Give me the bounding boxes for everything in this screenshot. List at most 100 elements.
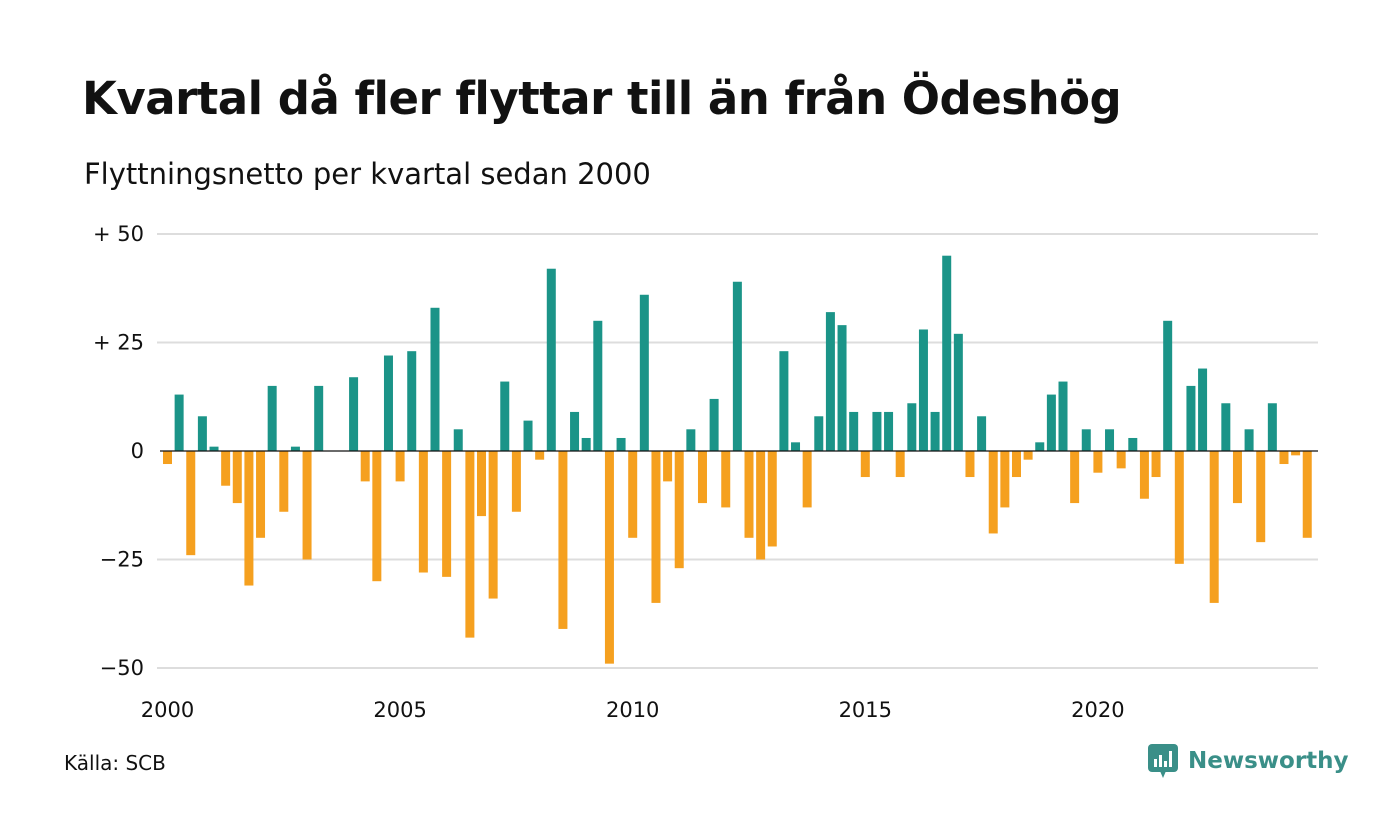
source-note: Källa: SCB: [64, 751, 166, 775]
bar: [825, 312, 835, 451]
bar: [639, 294, 649, 451]
bar: [442, 451, 452, 577]
y-tick-label: + 25: [93, 331, 144, 355]
x-axis-ticks: 2000 2005 2010 2015 2020: [141, 698, 1125, 722]
bar: [372, 451, 382, 582]
bar: [767, 451, 777, 547]
bar: [709, 398, 719, 451]
bar: [988, 451, 998, 534]
bar: [616, 437, 626, 451]
bar: [837, 325, 847, 451]
chart-subtitle: Flyttningsnetto per kvartal sedan 2000: [84, 157, 651, 191]
bar: [884, 411, 894, 451]
bar: [1151, 451, 1161, 478]
bar: [477, 451, 487, 517]
bar: [523, 420, 533, 451]
bar: [197, 416, 207, 451]
bar: [174, 394, 184, 451]
bar: [418, 451, 428, 573]
bar: [535, 451, 545, 460]
bar: [267, 385, 277, 451]
bar: [1279, 451, 1289, 465]
bar: [674, 451, 684, 569]
bar: [779, 351, 789, 451]
bar: [256, 451, 266, 538]
bar: [965, 451, 975, 478]
bar: [1198, 368, 1208, 451]
bar: [872, 411, 882, 451]
y-tick-label: −25: [100, 548, 144, 572]
bar: [977, 416, 987, 451]
bar: [895, 451, 905, 478]
bar: [1186, 385, 1196, 451]
bar: [1291, 451, 1301, 456]
bar: [1023, 451, 1033, 460]
bar: [628, 451, 638, 538]
bar: [395, 451, 405, 482]
bar: [1232, 451, 1242, 504]
x-tick-label: 2005: [373, 698, 426, 722]
bar: [732, 281, 742, 451]
x-tick-label: 2015: [839, 698, 892, 722]
bar: [1128, 437, 1138, 451]
bar: [663, 451, 673, 482]
bar: [1035, 442, 1045, 451]
bar: [407, 351, 417, 451]
bar: [1070, 451, 1080, 504]
bar: [244, 451, 254, 586]
bar: [163, 451, 172, 465]
bar: [546, 268, 556, 451]
chart-bubble-icon: [1148, 744, 1178, 778]
bar: [604, 451, 614, 664]
bar: [1116, 451, 1126, 469]
bar: [221, 451, 231, 486]
bar: [581, 437, 591, 451]
bar: [593, 320, 603, 451]
bar: [1174, 451, 1184, 564]
bar: [1046, 394, 1056, 451]
bar: [907, 403, 917, 451]
x-tick-label: 2000: [141, 698, 194, 722]
bar: [186, 451, 196, 556]
bar: [1000, 451, 1010, 508]
bar: [383, 355, 393, 451]
bar: [453, 429, 463, 451]
bar: [1163, 320, 1173, 451]
grid-lines: [157, 233, 1318, 669]
bar: [1267, 403, 1277, 451]
bar: [1081, 429, 1091, 451]
bar: [953, 333, 963, 451]
bar: [570, 411, 580, 451]
bar: [942, 255, 952, 451]
bar: [511, 451, 521, 512]
bar: [1302, 451, 1312, 538]
bar: [930, 411, 940, 451]
bar: [697, 451, 707, 504]
brand-name: Newsworthy: [1188, 748, 1349, 774]
bar: [209, 446, 219, 451]
y-tick-label: 0: [131, 439, 144, 463]
bar: [756, 451, 766, 560]
bar: [686, 429, 696, 451]
bar: [314, 385, 324, 451]
chart-title: Kvartal då fler flyttar till än från Öde…: [82, 72, 1122, 125]
bar: [1139, 451, 1149, 499]
x-tick-label: 2020: [1071, 698, 1124, 722]
bar: [1244, 429, 1254, 451]
bar: [290, 446, 300, 451]
bar: [1011, 451, 1021, 478]
brand-logo: Newsworthy: [1148, 744, 1349, 778]
y-tick-label: + 50: [93, 222, 144, 246]
bars: [163, 255, 1312, 664]
bar: [1058, 381, 1068, 451]
bar: [651, 451, 661, 603]
bar: [1093, 451, 1103, 473]
y-tick-label: −50: [100, 656, 144, 680]
x-tick-label: 2010: [606, 698, 659, 722]
bar: [430, 307, 440, 451]
bar: [302, 451, 312, 560]
bar: [918, 329, 928, 451]
bar: [1221, 403, 1231, 451]
bar: [558, 451, 568, 629]
